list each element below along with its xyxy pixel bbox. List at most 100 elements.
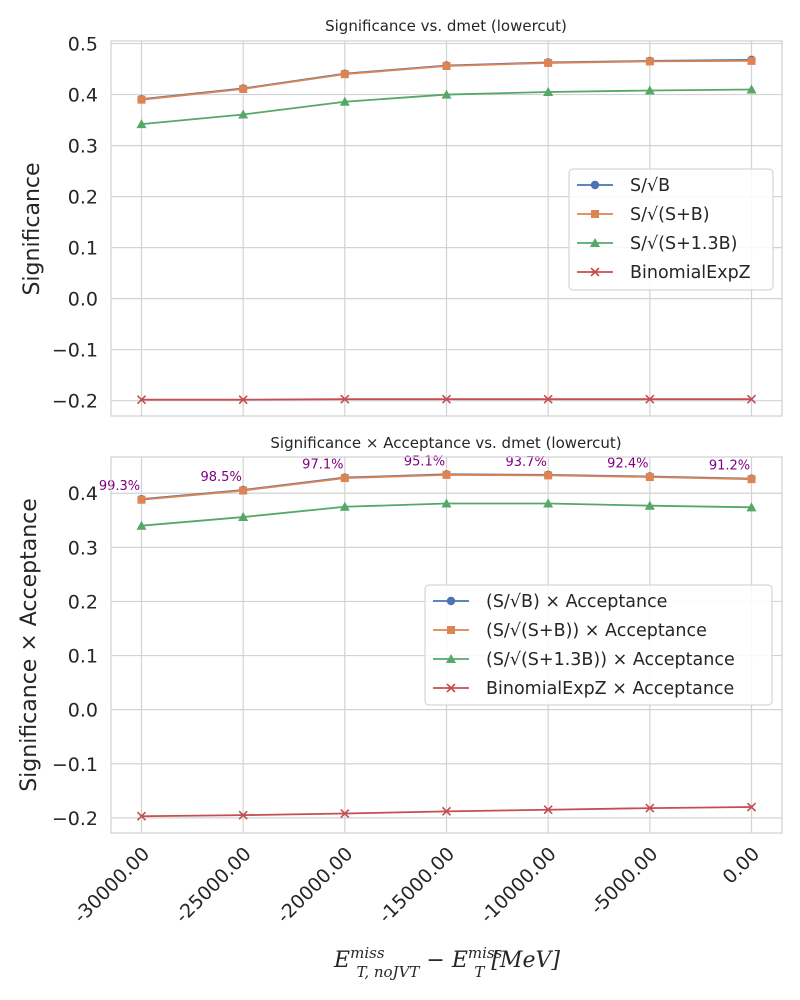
data-point (645, 57, 654, 66)
data-point (746, 394, 757, 404)
legend-label: S/√(S+B) (630, 205, 710, 225)
panel-title: Significance vs. dmet (lowercut) (325, 17, 567, 35)
data-point (747, 56, 756, 65)
legend-label: S/√(S+1.3B) (630, 234, 737, 254)
data-point (746, 802, 757, 812)
data-point (137, 495, 146, 504)
data-point (543, 87, 554, 97)
data-point (238, 109, 249, 119)
x-tick-label: -15000.00 (375, 843, 460, 928)
acceptance-annotation: 99.3% (99, 479, 140, 494)
data-point (645, 394, 655, 404)
data-point (339, 96, 350, 106)
data-point (136, 811, 147, 821)
legend: (S/√B) × Acceptance (S/√(S+B)) × Acceptan… (424, 584, 773, 706)
legend-box (424, 584, 773, 706)
acceptance-annotation: 95.1% (404, 454, 445, 469)
legend-marker (590, 267, 600, 277)
data-point (543, 498, 554, 508)
data-point (441, 89, 452, 99)
legend-marker (591, 210, 599, 218)
y-axis-label: Significance × Acceptance (17, 498, 42, 792)
data-point (238, 810, 248, 820)
y-tick-label: −0.2 (52, 391, 98, 413)
data-point (747, 475, 756, 484)
data-point (339, 501, 350, 511)
x-axis-label: Emiss T, noJVT − Emiss T [MeV] (333, 944, 560, 981)
data-point (746, 502, 757, 512)
legend-label: (S/√B) × Acceptance (486, 592, 667, 612)
series-2 (136, 498, 757, 530)
significance-panel: Significance vs. dmet (lowercut) Signifi… (20, 17, 783, 417)
y-tick-label: −0.2 (52, 808, 98, 830)
x-tick-label: -10000.00 (476, 843, 561, 928)
data-point (238, 395, 248, 405)
y-tick-label: 0.2 (68, 591, 98, 613)
data-point (238, 512, 249, 522)
data-point (136, 395, 147, 405)
y-tick-label: 0.1 (68, 238, 98, 260)
panel-title: Significance × Acceptance vs. dmet (lowe… (270, 434, 621, 452)
data-point (340, 394, 350, 404)
series-3 (136, 802, 757, 821)
y-tick-label: 0.0 (68, 700, 98, 722)
x-tick-label: -5000.00 (586, 843, 662, 919)
data-point (645, 803, 655, 813)
data-point (136, 119, 147, 129)
legend-marker (446, 654, 456, 663)
legend-marker (447, 626, 455, 634)
y-tick-label: −0.1 (52, 754, 98, 776)
x-tick-label: -20000.00 (273, 843, 358, 928)
data-point (543, 805, 553, 815)
data-point (544, 471, 553, 480)
y-ticks: 0.4 0.3 0.2 0.1 0.0 −0.1 −0.2 (52, 483, 98, 830)
series-1 (137, 56, 756, 104)
series-2 (136, 84, 757, 129)
data-point (239, 486, 248, 495)
legend-label: (S/√(S+1.3B)) × Acceptance (486, 650, 735, 670)
legend-marker (446, 596, 456, 606)
series-group (136, 470, 757, 821)
data-point (543, 394, 553, 404)
acceptance-annotation: 91.2% (709, 459, 750, 474)
data-point (442, 62, 451, 70)
data-point (340, 474, 349, 483)
y-axis-label: Significance (20, 162, 45, 295)
legend-label: S/√B (630, 176, 670, 196)
data-point (136, 520, 147, 530)
data-point (746, 84, 757, 94)
y-tick-label: 0.4 (68, 85, 98, 107)
data-point (644, 85, 655, 95)
data-point (645, 473, 654, 482)
legend-label: (S/√(S+B)) × Acceptance (486, 621, 707, 641)
plot-frame (110, 40, 783, 417)
x-tick-label: -25000.00 (171, 843, 256, 928)
data-point (137, 95, 146, 104)
data-point (544, 58, 553, 67)
y-tick-label: 0.1 (68, 646, 98, 668)
legend-label: BinomialExpZ (630, 263, 751, 283)
y-tick-label: 0.5 (68, 34, 98, 56)
legend-marker (590, 238, 600, 247)
x-tick-label: -30000.00 (70, 843, 155, 928)
data-point (239, 84, 248, 93)
y-tick-label: 0.2 (68, 187, 98, 209)
legend-marker (446, 683, 456, 693)
series-group (136, 55, 757, 405)
series-3 (136, 394, 757, 405)
y-tick-label: 0.4 (68, 483, 98, 505)
data-point (441, 806, 452, 816)
legend-label: BinomialExpZ × Acceptance (486, 679, 734, 699)
acceptance-annotations: 99.3% 98.5% 97.1% 95.1% 93.7% 92.4% 91.2% (99, 454, 750, 494)
y-tick-label: −0.1 (52, 340, 98, 362)
legend-marker (590, 180, 600, 190)
y-tick-label: 0.3 (68, 537, 98, 559)
legend-box (568, 168, 774, 291)
y-tick-label: 0.3 (68, 136, 98, 158)
data-point (441, 394, 452, 404)
data-point (644, 500, 655, 510)
y-tick-label: 0.0 (68, 289, 98, 311)
plot-frame (110, 456, 783, 834)
x-tick-label: 0.00 (719, 843, 764, 888)
